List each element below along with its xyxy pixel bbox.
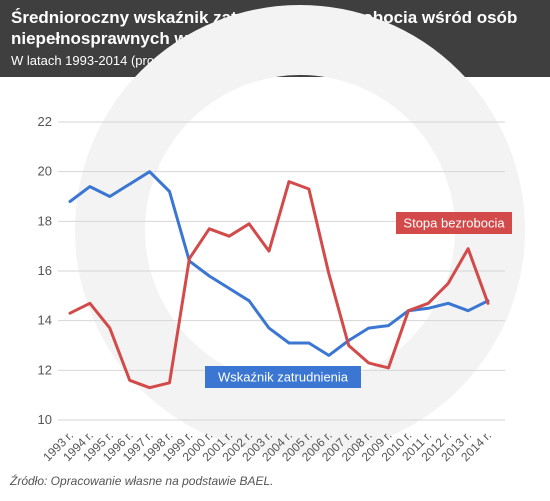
employment-line	[68, 170, 490, 357]
chart-subtitle: W latach 1993-2014 (proc.)	[11, 53, 169, 68]
unemployment-label: Stopa bezrobocia	[396, 212, 512, 234]
employment-label: Wskaźnik zatrudnienia	[205, 366, 361, 388]
y-axis-ticks: 10 12 14 16 18 20 22	[38, 114, 52, 427]
y-tick-label: 16	[38, 263, 52, 278]
x-axis-ticks: 1993 r.1994 r.1995 r.1996 r.1997 r.1998 …	[40, 428, 494, 464]
source-note: Źródło: Opracowanie własne na podstawie …	[10, 474, 274, 488]
series-labels: Wskaźnik zatrudnienia Stopa bezrobocia	[205, 212, 512, 388]
y-tick-label: 10	[38, 412, 52, 427]
unemployment-label-text: Stopa bezrobocia	[403, 216, 505, 231]
y-tick-label: 14	[38, 313, 52, 328]
employment-label-box	[205, 366, 361, 388]
y-tick-label: 22	[38, 114, 52, 129]
series-lines	[68, 170, 490, 390]
unemployment-line	[68, 180, 490, 390]
unemployment-label-box	[396, 212, 512, 234]
y-tick-label: 20	[38, 164, 52, 179]
employment-label-text: Wskaźnik zatrudnienia	[218, 370, 349, 385]
y-tick-label: 12	[38, 362, 52, 377]
grid-lines	[58, 121, 505, 421]
y-tick-label: 18	[38, 213, 52, 228]
